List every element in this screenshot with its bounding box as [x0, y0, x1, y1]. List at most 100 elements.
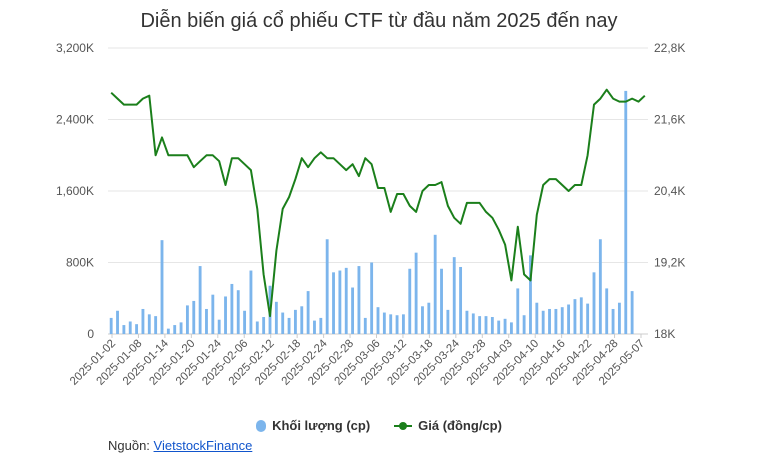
volume-bar: [363, 317, 367, 334]
gridlines: [108, 47, 648, 338]
volume-bar: [313, 320, 316, 334]
volume-bars: [109, 90, 634, 335]
volume-bar: [509, 322, 513, 334]
volume-bar: [516, 288, 520, 334]
volume-bar: [224, 296, 227, 334]
volume-bar: [503, 318, 507, 334]
left-axis-tick-label: 800K: [66, 256, 94, 270]
chart-title: Diễn biến giá cổ phiếu CTF từ đầu năm 20…: [140, 10, 618, 32]
volume-bar: [262, 317, 266, 334]
volume-bar: [287, 317, 291, 334]
volume-bar: [567, 304, 571, 334]
source-label: Nguồn:: [108, 438, 150, 453]
volume-bar: [351, 287, 355, 334]
volume-bar: [306, 291, 310, 334]
right-axis-tick-label: 18K: [654, 327, 675, 341]
legend-item-price[interactable]: Giá (đồng/cp): [394, 418, 502, 433]
volume-bar: [541, 310, 545, 334]
right-axis-tick-label: 20,4K: [654, 184, 685, 198]
volume-bar: [116, 310, 119, 334]
volume-bar: [344, 267, 348, 334]
volume-bar: [522, 315, 526, 334]
volume-bar: [230, 283, 234, 334]
volume-bar: [598, 239, 602, 334]
volume-bar: [497, 320, 501, 334]
volume-bar: [135, 324, 139, 334]
volume-bar: [109, 317, 113, 334]
price-line: [110, 88, 646, 318]
volume-bar: [478, 316, 482, 334]
volume-bar: [554, 308, 558, 334]
volume-bar: [205, 308, 208, 334]
volume-bar: [217, 319, 221, 334]
volume-bar: [471, 313, 475, 334]
right-axis-tick-label: 22,8K: [654, 41, 685, 55]
volume-bar: [185, 305, 189, 334]
volume-bar: [624, 90, 628, 335]
volume-bar: [592, 272, 596, 334]
volume-bar: [446, 309, 450, 334]
volume-bar: [421, 306, 424, 334]
volume-bar: [427, 302, 431, 334]
volume-bar: [617, 302, 621, 334]
volume-bar: [370, 262, 374, 334]
volume-bar: [395, 315, 399, 334]
volume-bar: [535, 302, 539, 334]
volume-bar: [605, 288, 609, 334]
volume-bar: [147, 314, 151, 334]
right-axis-tick-label: 19,2K: [654, 256, 685, 270]
volume-bar: [293, 309, 297, 334]
volume-bar: [389, 314, 393, 334]
price-line-layer: [110, 88, 646, 318]
volume-bar: [192, 300, 196, 334]
left-axis-tick-label: 3,200K: [56, 41, 94, 55]
legend-volume-label: Khối lượng (cp): [272, 418, 371, 433]
volume-bar: [154, 316, 158, 334]
volume-bar: [236, 290, 240, 334]
volume-bar: [414, 252, 418, 334]
volume-bar: [160, 240, 164, 334]
left-axis-tick-label: 2,400K: [56, 113, 94, 127]
volume-bar: [560, 307, 564, 334]
volume-bar: [401, 314, 405, 334]
volume-bar: [433, 234, 437, 334]
volume-bar: [255, 321, 259, 334]
left-axis-tick-label: 1,600K: [56, 184, 94, 198]
source-note: Nguồn: VietstockFinance: [108, 438, 252, 453]
volume-bar: [274, 301, 278, 334]
volume-bar: [465, 310, 469, 334]
source-link[interactable]: VietstockFinance: [153, 438, 253, 453]
volume-bar: [573, 299, 577, 334]
volume-bar: [408, 268, 412, 334]
left-axis-tick-label: 0: [87, 327, 94, 341]
legend-price-label: Giá (đồng/cp): [418, 418, 502, 433]
volume-bar: [249, 270, 253, 334]
volume-bar: [630, 291, 634, 334]
volume-bar: [586, 303, 590, 334]
volume-bar: [300, 306, 304, 334]
volume-bar: [325, 239, 329, 334]
volume-bar: [459, 266, 463, 334]
volume-bar: [173, 325, 177, 334]
volume-bar: [611, 308, 615, 334]
volume-bar: [211, 294, 215, 334]
volume-bar: [141, 308, 145, 334]
volume-bar: [128, 321, 132, 334]
volume-bar: [122, 325, 126, 334]
volume-bar: [319, 317, 323, 334]
volume-bar: [579, 297, 583, 334]
volume-bar: [166, 328, 170, 334]
volume-bar: [548, 308, 551, 334]
legend-item-volume[interactable]: Khối lượng (cp): [256, 418, 370, 433]
volume-bar: [440, 268, 443, 334]
volume-bar: [452, 257, 456, 334]
volume-bar: [490, 317, 494, 334]
volume-bar: [529, 255, 532, 334]
right-axis-tick-label: 21,6K: [654, 113, 685, 127]
volume-bar: [338, 270, 342, 334]
volume-bar: [484, 316, 488, 334]
volume-bar: [243, 310, 247, 334]
volume-bar: [332, 272, 335, 334]
volume-bar: [376, 307, 380, 334]
volume-bar: [382, 312, 386, 334]
